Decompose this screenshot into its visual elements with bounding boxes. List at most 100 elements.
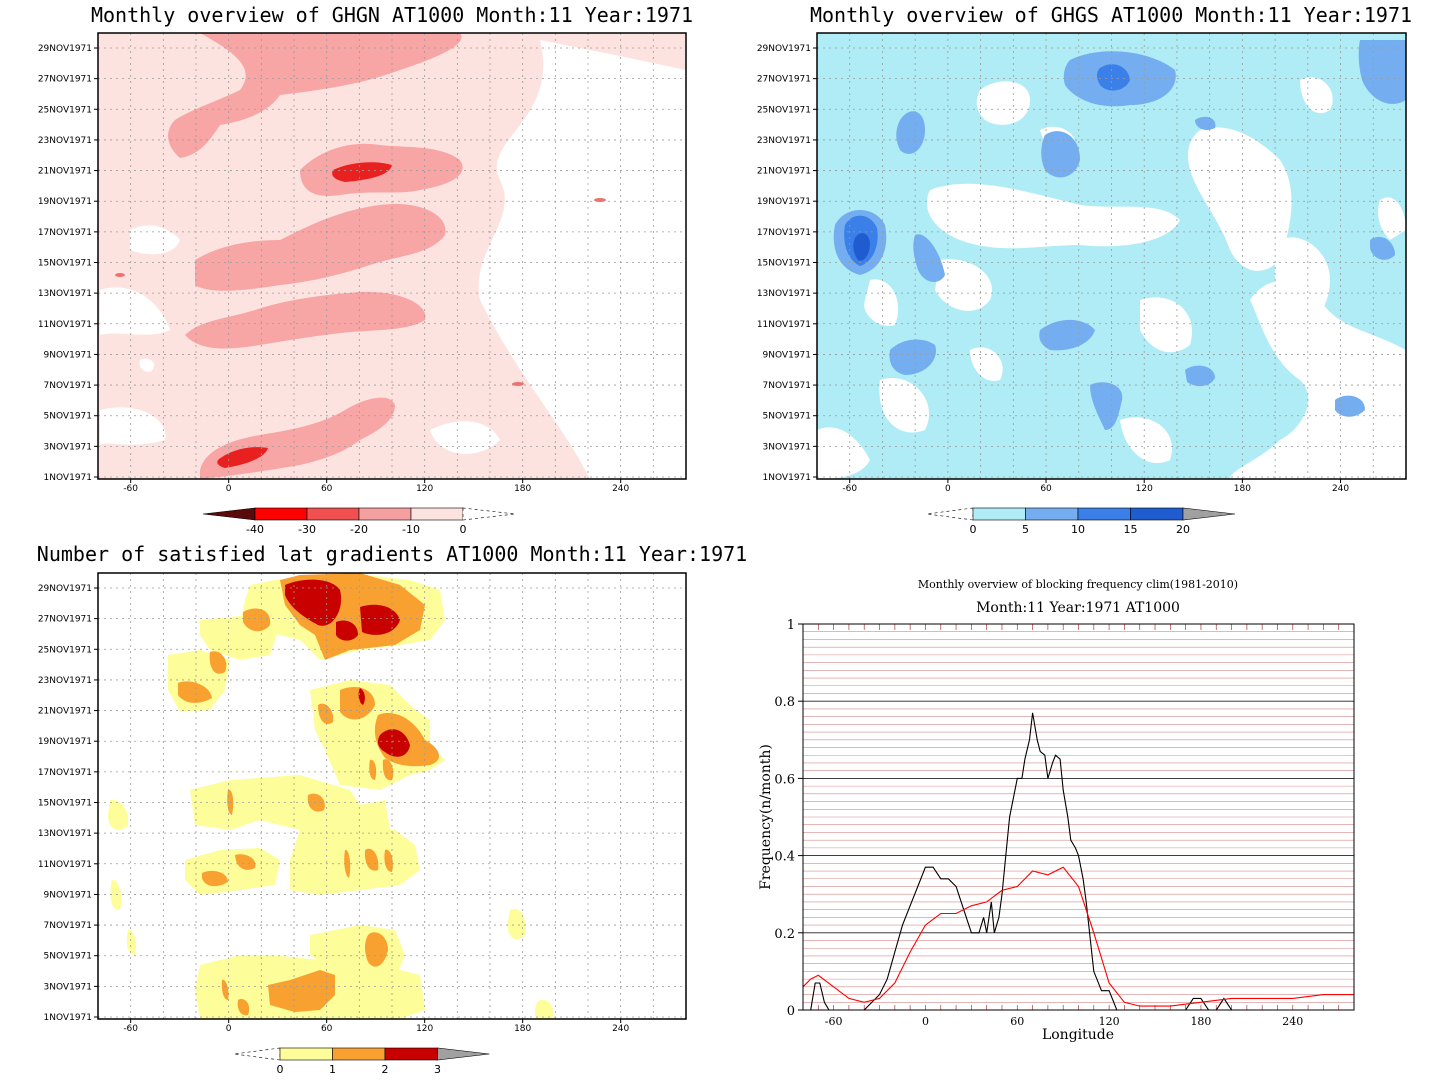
ghgn-colorbar-swatch <box>254 507 308 521</box>
ghgn-colorbar-swatch <box>358 507 412 521</box>
ghgn-x-tick-label: 240 <box>612 484 629 494</box>
lat-gradients-y-tick-label: 5NOV1971 <box>44 952 92 962</box>
ghgs-colorbar: 0 5 10 15 20 <box>926 507 1236 536</box>
ghgn-y-tick-label: 15NOV1971 <box>38 259 92 269</box>
blocking-frequency-plot-frame <box>802 623 1355 1011</box>
blocking-frequency-y-tick-label: 0 <box>787 1004 795 1019</box>
lat-gradients-y-tick-label: 17NOV1971 <box>38 768 92 778</box>
ghgn-colorbar-swatch <box>410 507 464 521</box>
ghgs-colorbar-swatch <box>1025 507 1079 521</box>
ghgs-x-tick-label: 120 <box>1136 484 1153 494</box>
blocking-frequency-title: Monthly overview of blocking frequency c… <box>918 578 1238 591</box>
ghgn-x-ticks: -60 0 60 120 180 240 <box>123 479 630 494</box>
ghgs-y-tick-label: 1NOV1971 <box>763 473 811 483</box>
ghgs-title: Monthly overview of GHGS AT1000 Month:11… <box>810 3 1412 27</box>
ghgs-colorbar-swatch <box>1077 507 1131 521</box>
ghgn-title: Monthly overview of GHGN AT1000 Month:11… <box>91 3 693 27</box>
blocking-frequency-x-ticks: -60 0 60 120 180 240 <box>825 1015 1304 1028</box>
ghgn-colorbar: -40 -30 -20 -10 0 <box>202 507 516 536</box>
lat-gradients-y-tick-label: 9NOV1971 <box>44 890 92 900</box>
lat-gradients-y-tick-label: 11NOV1971 <box>38 860 92 870</box>
ghgn-x-tick-label: 0 <box>226 484 232 494</box>
lat-gradients-y-tick-label: 25NOV1971 <box>38 645 92 655</box>
lat-gradients-x-tick-label: 60 <box>321 1024 333 1034</box>
lat-gradients-x-tick-label: 120 <box>416 1024 433 1034</box>
ghgs-colorbar-label: 15 <box>1124 523 1138 536</box>
ghgn-colorbar-label: -20 <box>350 523 368 536</box>
ghgs-panel: Monthly overview of GHGS AT1000 Month:11… <box>757 3 1412 536</box>
ghgn-colorbar-label: -10 <box>402 523 420 536</box>
lat-gradients-colorbar-swatch <box>384 1047 438 1061</box>
ghgs-plot-frame <box>816 32 1407 480</box>
lat-gradients-x-ticks: -60 0 60 120 180 240 <box>123 1019 630 1034</box>
ghgn-colorbar-swatch <box>306 507 360 521</box>
ghgs-x-tick-label: 240 <box>1332 484 1349 494</box>
ghgs-colorbar-label: 20 <box>1176 523 1190 536</box>
ghgs-x-tick-label: 0 <box>945 484 951 494</box>
lat-gradients-y-tick-label: 27NOV1971 <box>38 615 92 625</box>
ghgn-y-tick-label: 11NOV1971 <box>38 320 92 330</box>
blocking-frequency-line-black <box>803 712 1339 1010</box>
blocking-frequency-xlabel: Longitude <box>1042 1027 1114 1043</box>
lat-gradients-y-tick-label: 19NOV1971 <box>38 737 92 747</box>
lat-gradients-x-tick-label: 0 <box>226 1024 232 1034</box>
ghgs-x-ticks: -60 0 60 120 180 240 <box>842 479 1349 494</box>
ghgn-panel: Monthly overview of GHGN AT1000 Month:11… <box>38 3 693 536</box>
ghgn-colorbar-swatch <box>202 507 256 521</box>
ghgs-y-tick-label: 21NOV1971 <box>757 167 811 177</box>
lat-gradients-colorbar-label: 0 <box>277 1063 284 1076</box>
ghgn-y-tick-label: 3NOV1971 <box>44 442 92 452</box>
blocking-frequency-y-tick-label: 0.4 <box>774 850 795 865</box>
ghgs-y-tick-label: 23NOV1971 <box>757 136 811 146</box>
ghgs-colorbar-swatch <box>1182 507 1236 521</box>
ghgn-y-tick-label: 25NOV1971 <box>38 105 92 115</box>
ghgs-y-tick-label: 9NOV1971 <box>763 350 811 360</box>
blocking-frequency-series <box>803 712 1354 1010</box>
blocking-frequency-panel: Monthly overview of blocking frequency c… <box>758 578 1355 1043</box>
ghgn-y-tick-label: 5NOV1971 <box>44 412 92 422</box>
ghgn-y-tick-label: 13NOV1971 <box>38 289 92 299</box>
lat-gradients-gridlines <box>98 573 686 1019</box>
ghgn-y-tick-label: 9NOV1971 <box>44 350 92 360</box>
blocking-frequency-x-tick-label: 240 <box>1282 1015 1303 1028</box>
blocking-frequency-y-tick-label: 0.2 <box>774 927 795 942</box>
blocking-frequency-gridlines <box>802 624 1355 1010</box>
ghgn-y-tick-label: 17NOV1971 <box>38 228 92 238</box>
lat-gradients-y-tick-label: 7NOV1971 <box>44 921 92 931</box>
ghgs-y-tick-label: 3NOV1971 <box>763 442 811 452</box>
lat-gradients-colorbar-label: 3 <box>434 1063 441 1076</box>
lat-gradients-colorbar: 0 1 2 3 <box>233 1047 490 1076</box>
lat-gradients-colorbar-label: 1 <box>329 1063 336 1076</box>
ghgs-y-tick-label: 17NOV1971 <box>757 228 811 238</box>
ghgs-y-tick-label: 15NOV1971 <box>757 259 811 269</box>
blocking-frequency-line-red <box>803 866 1354 1007</box>
ghgn-y-tick-label: 23NOV1971 <box>38 136 92 146</box>
ghgn-x-tick-label: 180 <box>514 484 531 494</box>
ghgs-x-tick-label: 60 <box>1040 484 1052 494</box>
ghgn-plot-frame <box>97 32 687 480</box>
ghgs-colorbar-swatch <box>1130 507 1184 521</box>
lat-gradients-y-tick-label: 13NOV1971 <box>38 829 92 839</box>
ghgs-colorbar-label: 10 <box>1071 523 1085 536</box>
lat-gradients-colorbar-swatch <box>332 1047 386 1061</box>
ghgs-y-tick-label: 27NOV1971 <box>757 75 811 85</box>
ghgs-y-tick-label: 7NOV1971 <box>763 381 811 391</box>
blocking-frequency-ylabel: Frequency(n/month) <box>758 744 774 890</box>
ghgn-y-tick-label: 27NOV1971 <box>38 75 92 85</box>
ghgs-y-tick-label: 13NOV1971 <box>757 289 811 299</box>
blocking-frequency-y-tick-label: 0.8 <box>774 695 795 710</box>
ghgs-colorbar-label: 0 <box>970 523 977 536</box>
ghgn-y-tick-label: 7NOV1971 <box>44 381 92 391</box>
lat-gradients-y-tick-label: 3NOV1971 <box>44 982 92 992</box>
blocking-frequency-x-tick-label: 60 <box>1010 1015 1024 1028</box>
lat-gradients-x-tick-label: 180 <box>514 1024 531 1034</box>
ghgn-y-tick-label: 21NOV1971 <box>38 167 92 177</box>
blocking-frequency-x-tick-label: 180 <box>1190 1015 1211 1028</box>
lat-gradients-y-tick-label: 21NOV1971 <box>38 707 92 717</box>
lat-gradients-y-ticks: 1NOV1971 3NOV1971 5NOV1971 7NOV1971 9NOV1971… <box>38 584 98 1023</box>
lat-gradients-plot-frame <box>97 572 687 1020</box>
blocking-frequency-x-tick-label: -60 <box>825 1015 843 1028</box>
blocking-frequency-y-tick-label: 0.6 <box>774 772 795 787</box>
ghgs-y-tick-label: 11NOV1971 <box>757 320 811 330</box>
